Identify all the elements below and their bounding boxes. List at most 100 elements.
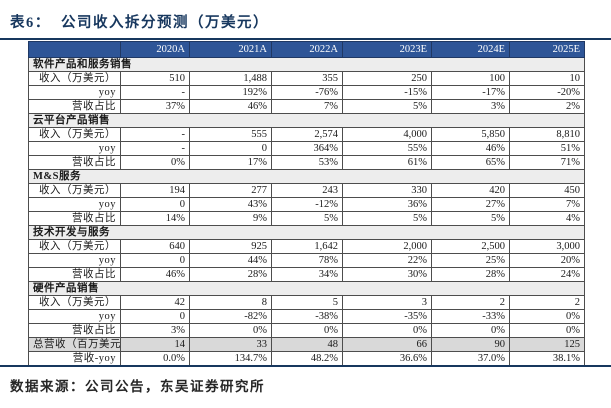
data-source-note: 数据来源：公司公告，东吴证券研究所 [10, 379, 265, 394]
value-cell: 4,000 [342, 127, 432, 142]
value-cell: 43% [189, 197, 272, 212]
value-cell: 5% [431, 211, 510, 226]
value-cell: 2,000 [342, 239, 432, 254]
section-title: 硬件产品销售 [28, 281, 585, 296]
value-cell: 2% [509, 99, 585, 114]
value-cell: 3 [342, 295, 432, 310]
data-row: yoy 0 43% -12% 36% 27% 7% [28, 197, 585, 212]
row-label: yoy [28, 309, 121, 324]
value-cell: 0% [189, 323, 272, 338]
row-label: 营收占比 [28, 323, 121, 338]
value-cell: 14% [120, 211, 190, 226]
value-cell: 46% [431, 141, 510, 156]
value-cell: -33% [431, 309, 510, 324]
value-cell: 37.0% [431, 351, 510, 366]
value-cell: 90 [431, 337, 510, 352]
data-row: 营收占比 37% 46% 7% 5% 3% 2% [28, 99, 585, 114]
value-cell: 2 [509, 295, 585, 310]
value-cell: 44% [189, 253, 272, 268]
value-cell: 2 [431, 295, 510, 310]
data-row: 收入（万美元） 42 8 5 3 2 2 [28, 295, 585, 310]
section-row: 软件产品和服务销售 [28, 57, 585, 72]
value-cell: 5% [342, 211, 432, 226]
row-label: 收入（万美元） [28, 295, 121, 310]
value-cell: 3% [431, 99, 510, 114]
header-cell-2021a: 2021A [189, 41, 272, 58]
value-cell: 0% [342, 323, 432, 338]
value-cell: 46% [189, 99, 272, 114]
value-cell: 55% [342, 141, 432, 156]
header-cell-blank [28, 41, 121, 58]
value-cell: 30% [342, 267, 432, 282]
value-cell: 48.2% [271, 351, 343, 366]
value-cell: 4% [509, 211, 585, 226]
section-row: 硬件产品销售 [28, 281, 585, 296]
data-row: yoy 0 -82% -38% -35% -33% 0% [28, 309, 585, 324]
value-cell: 25% [431, 253, 510, 268]
value-cell: 28% [189, 267, 272, 282]
value-cell: 134.7% [189, 351, 272, 366]
data-row: 收入（万美元） 510 1,488 355 250 100 10 [28, 71, 585, 86]
row-label: yoy [28, 197, 121, 212]
header-cell-2023e: 2023E [342, 41, 432, 58]
value-cell: 0 [120, 197, 190, 212]
data-row: 收入（万美元） 640 925 1,642 2,000 2,500 3,000 [28, 239, 585, 254]
value-cell: 37% [120, 99, 190, 114]
value-cell: 555 [189, 127, 272, 142]
value-cell: 33 [189, 337, 272, 352]
value-cell: 8 [189, 295, 272, 310]
value-cell: 7% [509, 197, 585, 212]
value-cell: 640 [120, 239, 190, 254]
header-cell-2024e: 2024E [431, 41, 510, 58]
header-cell-2025e: 2025E [509, 41, 585, 58]
value-cell: 27% [431, 197, 510, 212]
value-cell: 28% [431, 267, 510, 282]
value-cell: 34% [271, 267, 343, 282]
value-cell: 3% [120, 323, 190, 338]
value-cell: 5% [342, 99, 432, 114]
section-title: 云平台产品销售 [28, 113, 585, 128]
value-cell: 0% [431, 323, 510, 338]
data-row: 收入（万美元） -555 2,574 4,000 5,850 8,810 [28, 127, 585, 142]
header-row: 2020A 2021A 2022A 2023E 2024E 2025E [28, 41, 585, 58]
value-cell: -35% [342, 309, 432, 324]
revenue-yoy-row: 营收-yoy 0.0% 134.7% 48.2% 36.6% 37.0% 38.1% [28, 351, 585, 366]
value-cell: 20% [509, 253, 585, 268]
value-cell: 38.1% [509, 351, 585, 366]
row-label: 总营收（百万美元） [28, 337, 121, 352]
data-row: 收入（万美元） 194 277 243 330 420 450 [28, 183, 585, 198]
value-cell: 42 [120, 295, 190, 310]
value-cell: -17% [431, 85, 510, 100]
value-cell: 14 [120, 337, 190, 352]
table-title: 表6： 公司收入拆分预测（万美元） [10, 15, 269, 31]
row-label: 营收占比 [28, 211, 121, 226]
bottom-rule [0, 365, 611, 367]
revenue-forecast-table: 2020A 2021A 2022A 2023E 2024E 2025E 软件产品… [28, 41, 585, 366]
value-cell: 5,850 [431, 127, 510, 142]
value-cell: -38% [271, 309, 343, 324]
table-header: 2020A 2021A 2022A 2023E 2024E 2025E [28, 41, 585, 58]
row-label: yoy [28, 85, 121, 100]
value-cell: 192% [189, 85, 272, 100]
value-cell: 420 [431, 183, 510, 198]
value-cell: 22% [342, 253, 432, 268]
value-cell: 330 [342, 183, 432, 198]
value-cell: 1,488 [189, 71, 272, 86]
value-cell: 24% [509, 267, 585, 282]
value-cell: 5 [271, 295, 343, 310]
value-cell: 100 [431, 71, 510, 86]
value-cell: 8,810 [509, 127, 585, 142]
section-row: M&S服务 [28, 169, 585, 184]
value-cell: 7% [271, 99, 343, 114]
value-cell: 0% [271, 323, 343, 338]
value-cell: 78% [271, 253, 343, 268]
value-cell: 53% [271, 155, 343, 170]
value-cell: 36.6% [342, 351, 432, 366]
row-label: 营收占比 [28, 155, 121, 170]
data-row: yoy -0 364% 55% 46% 51% [28, 141, 585, 156]
value-cell: 250 [342, 71, 432, 86]
value-cell: 3,000 [509, 239, 585, 254]
row-label: 营收占比 [28, 267, 121, 282]
value-cell: - [120, 85, 190, 100]
